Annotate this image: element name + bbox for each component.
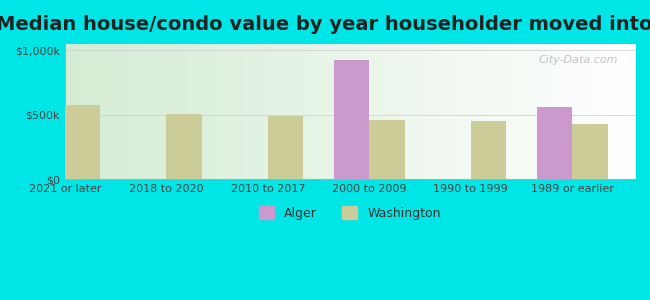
Bar — [166, 114, 202, 179]
Bar — [334, 60, 369, 179]
Bar — [537, 107, 573, 179]
Legend: Alger, Washington: Alger, Washington — [254, 201, 446, 225]
Bar — [65, 105, 100, 179]
Title: Median house/condo value by year householder moved into unit: Median house/condo value by year househo… — [0, 15, 650, 34]
Text: City-Data.com: City-Data.com — [538, 55, 618, 65]
Bar — [471, 121, 506, 179]
Bar — [573, 124, 608, 179]
Bar — [268, 116, 304, 179]
Bar — [369, 120, 405, 179]
